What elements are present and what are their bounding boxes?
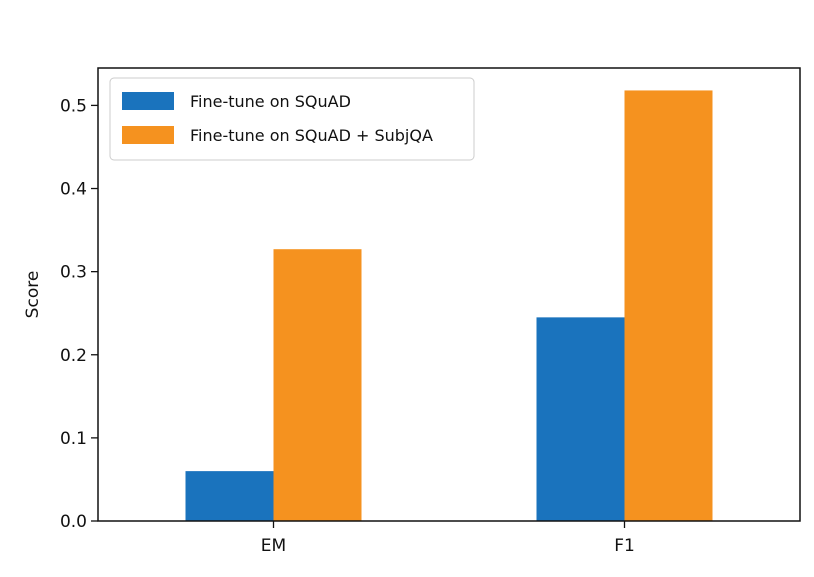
y-axis: 0.0 0.1 0.2 0.3 0.4 0.5 [60,96,98,532]
legend-label-1: Fine-tune on SQuAD [190,92,351,111]
y-tick-label: 0.2 [60,346,87,366]
bar-em-series-1 [185,471,274,521]
bar-f1-series-2 [624,90,713,521]
legend-box [109,77,475,161]
legend-swatch-1 [122,92,174,110]
bars-layer [185,90,713,521]
x-axis: EM F1 [261,521,635,556]
y-tick-label: 0.4 [60,180,87,200]
y-tick-label: 0.3 [60,263,87,283]
y-tick-label: 0.5 [60,96,87,116]
y-axis-label: Score [23,271,43,319]
legend-label-2: Fine-tune on SQuAD + SubjQA [190,126,433,145]
plot-frame [97,67,801,522]
bar-em-series-2 [273,249,362,521]
y-tick-label: 0.0 [60,512,87,532]
bar-f1-series-1 [536,317,625,521]
x-tick-label-f1: F1 [614,536,635,556]
x-tick-label-em: EM [261,536,286,556]
legend: Fine-tune on SQuAD Fine-tune on SQuAD + S… [109,77,475,161]
legend-swatch-2 [122,126,174,144]
y-tick-label: 0.1 [60,429,87,449]
